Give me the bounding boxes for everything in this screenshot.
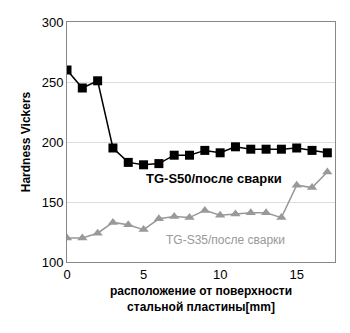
svg-text:250: 250 <box>42 75 64 90</box>
svg-text:200: 200 <box>42 135 64 150</box>
svg-text:расположение от поверхностиста: расположение от поверхностистальной плас… <box>110 284 292 314</box>
svg-text:TG-S50/после сварки: TG-S50/после сварки <box>146 171 282 186</box>
svg-text:TG-S35/после сварки: TG-S35/после сварки <box>166 233 285 247</box>
svg-text:5: 5 <box>140 267 147 282</box>
svg-text:15: 15 <box>289 267 303 282</box>
svg-text:10: 10 <box>213 267 227 282</box>
svg-text:150: 150 <box>42 195 64 210</box>
svg-text:0: 0 <box>63 267 70 282</box>
svg-text:100: 100 <box>42 255 64 270</box>
svg-text:Hardness Vickers: Hardness Vickers <box>19 91 33 192</box>
svg-text:300: 300 <box>42 15 64 30</box>
